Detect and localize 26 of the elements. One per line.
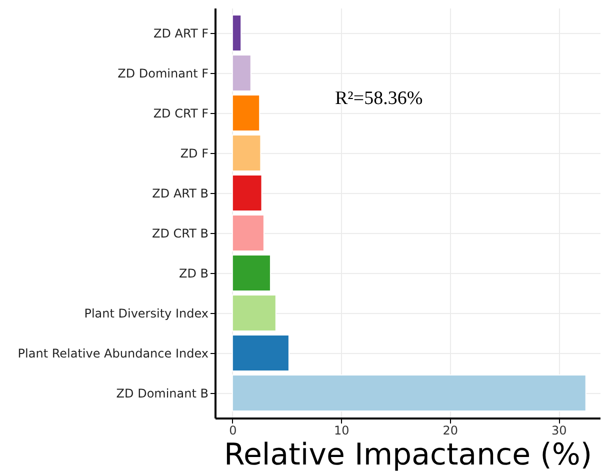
x-axis-title: Relative Impactance (%) (224, 438, 592, 472)
y-tick-label: ZD Dominant F (118, 66, 209, 80)
bar (232, 294, 276, 332)
y-tick-label: ZD ART B (152, 186, 208, 200)
bar (232, 254, 271, 292)
y-tick-label: Plant Diversity Index (84, 306, 208, 320)
bar (232, 174, 262, 212)
y-tick-label: ZD F (180, 146, 209, 160)
x-tick-label: 20 (442, 424, 458, 438)
y-tick-label: ZD CRT F (153, 106, 209, 120)
x-tick-label: 0 (229, 424, 237, 438)
bar (232, 14, 242, 52)
x-tick-label: 30 (552, 424, 567, 438)
y-tick-label: ZD Dominant B (116, 386, 208, 400)
annotation: R²=58.36% (335, 88, 423, 109)
bar (232, 214, 264, 252)
y-tick-label: ZD ART F (154, 26, 209, 40)
bar (232, 54, 252, 92)
y-tick-label: ZD CRT B (152, 226, 208, 240)
x-tick-label: 10 (334, 424, 350, 438)
y-tick-label: Plant Relative Abundance Index (18, 346, 208, 360)
bar (232, 94, 260, 132)
bar (232, 334, 290, 372)
bar (232, 134, 262, 172)
y-tick-label: ZD B (178, 266, 208, 280)
bar (232, 374, 586, 412)
